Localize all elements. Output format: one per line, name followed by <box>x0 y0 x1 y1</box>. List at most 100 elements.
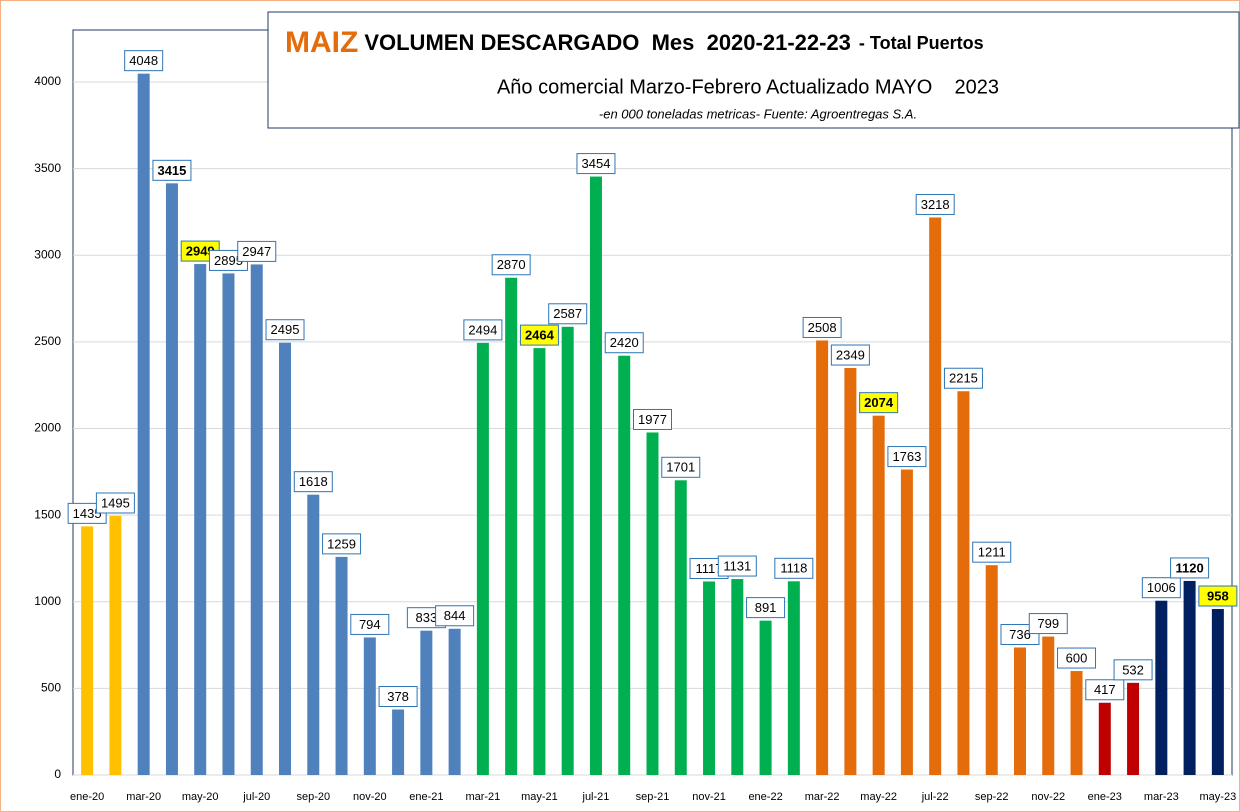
data-label-box <box>633 408 672 430</box>
data-label: 1118 <box>780 561 807 576</box>
data-label-box <box>124 50 164 72</box>
data-label: 1701 <box>666 460 695 475</box>
bar <box>420 630 433 775</box>
data-label: 736 <box>1009 627 1031 642</box>
bar <box>279 342 292 775</box>
data-label: 2895 <box>214 253 243 268</box>
data-label: 532 <box>1122 662 1144 677</box>
bar <box>589 176 602 776</box>
bar <box>81 526 94 775</box>
data-label: 2074 <box>864 395 894 410</box>
bar <box>165 183 178 775</box>
x-tick-label: jul-22 <box>921 791 949 803</box>
bar <box>646 432 659 775</box>
bar <box>1183 580 1196 775</box>
data-label-box <box>604 332 644 354</box>
data-label: 1977 <box>638 412 667 427</box>
bar <box>505 277 518 775</box>
subtitle: Año comercial Marzo-Febrero Actualizado … <box>497 76 999 98</box>
bar <box>561 326 574 775</box>
bar <box>363 637 376 775</box>
plot-area: 0 500 1000 1500 2000 2500 3000 3500 4000 ene-20 14… <box>34 29 1238 803</box>
bar <box>844 368 857 775</box>
bar <box>985 565 998 775</box>
data-label-box <box>293 471 333 493</box>
data-label-box <box>717 555 757 577</box>
x-tick-label: sep-22 <box>975 791 1009 803</box>
data-label: 2215 <box>949 371 978 386</box>
x-tick-label: sep-20 <box>296 791 330 803</box>
data-label: 2420 <box>610 335 639 350</box>
data-label: 2947 <box>242 244 271 259</box>
x-tick-label: may-22 <box>860 791 897 803</box>
data-label-box <box>802 316 842 338</box>
data-label: 1763 <box>892 449 921 464</box>
y-tick-label: 3500 <box>34 161 61 175</box>
data-label: 2349 <box>836 347 865 362</box>
y-tick-label: 2500 <box>34 334 61 348</box>
data-label: 794 <box>359 617 381 632</box>
bar <box>900 469 913 775</box>
data-label: 2494 <box>468 322 497 337</box>
x-tick-label: may-20 <box>182 791 219 803</box>
data-label-box <box>887 446 927 468</box>
data-label: 1435 <box>73 506 102 521</box>
bar <box>448 628 461 775</box>
data-label-box <box>972 541 1012 563</box>
data-label-box <box>576 153 616 175</box>
bar <box>137 73 150 775</box>
bar <box>731 579 744 775</box>
data-label-box <box>859 392 899 414</box>
data-label: 3454 <box>582 156 611 171</box>
data-label: 2587 <box>553 306 582 321</box>
data-label: 2508 <box>808 320 837 335</box>
x-tick-label: may-21 <box>521 791 558 803</box>
data-label: 799 <box>1037 616 1059 631</box>
data-label-box <box>265 319 305 341</box>
title-brand: MAIZ <box>285 26 358 59</box>
x-tick-label: mar-20 <box>126 791 161 803</box>
data-label-box <box>746 597 786 619</box>
bar <box>533 348 546 775</box>
data-label-box <box>915 193 955 215</box>
x-tick-label: ene-22 <box>748 791 782 803</box>
data-label-box <box>661 456 701 478</box>
title-suffix: - Total Puertos <box>859 33 984 53</box>
data-label: 844 <box>444 608 466 623</box>
bar <box>787 581 800 775</box>
bar <box>703 581 716 775</box>
data-label-box <box>774 557 814 579</box>
data-label: 1120 <box>1175 560 1203 575</box>
x-tick-label: may-23 <box>1200 791 1237 803</box>
data-label: 1211 <box>978 545 1006 560</box>
y-tick-label: 500 <box>41 681 61 695</box>
title-main: VOLUMEN DESCARGADO Mes 2020-21-22-23 <box>364 30 851 55</box>
bar <box>476 342 489 775</box>
data-label: 600 <box>1066 650 1088 665</box>
x-tick-label: nov-21 <box>692 791 726 803</box>
x-tick-label: mar-21 <box>465 791 500 803</box>
y-tick-label: 1000 <box>34 594 61 608</box>
bar <box>222 273 235 775</box>
data-label: 1618 <box>299 474 328 489</box>
data-label-box <box>830 344 870 366</box>
bar <box>307 494 320 775</box>
data-label-box <box>548 303 588 325</box>
data-label-box <box>237 240 277 262</box>
x-tick-label: mar-23 <box>1144 791 1179 803</box>
data-label: 378 <box>387 689 409 704</box>
note: -en 000 toneladas metricas- Fuente: Agro… <box>599 106 917 121</box>
bar <box>335 556 348 775</box>
data-label-box <box>1085 679 1125 701</box>
y-tick-label: 1500 <box>34 507 61 521</box>
data-label: 4048 <box>129 53 158 68</box>
data-label: 891 <box>755 600 777 615</box>
bar <box>674 480 687 775</box>
bar <box>1013 647 1026 775</box>
bar <box>1070 671 1083 775</box>
bar <box>194 264 207 775</box>
data-label-box <box>1113 659 1153 681</box>
data-label-box <box>322 533 362 555</box>
data-label-box <box>519 324 559 346</box>
x-tick-label: jul-20 <box>242 791 270 803</box>
